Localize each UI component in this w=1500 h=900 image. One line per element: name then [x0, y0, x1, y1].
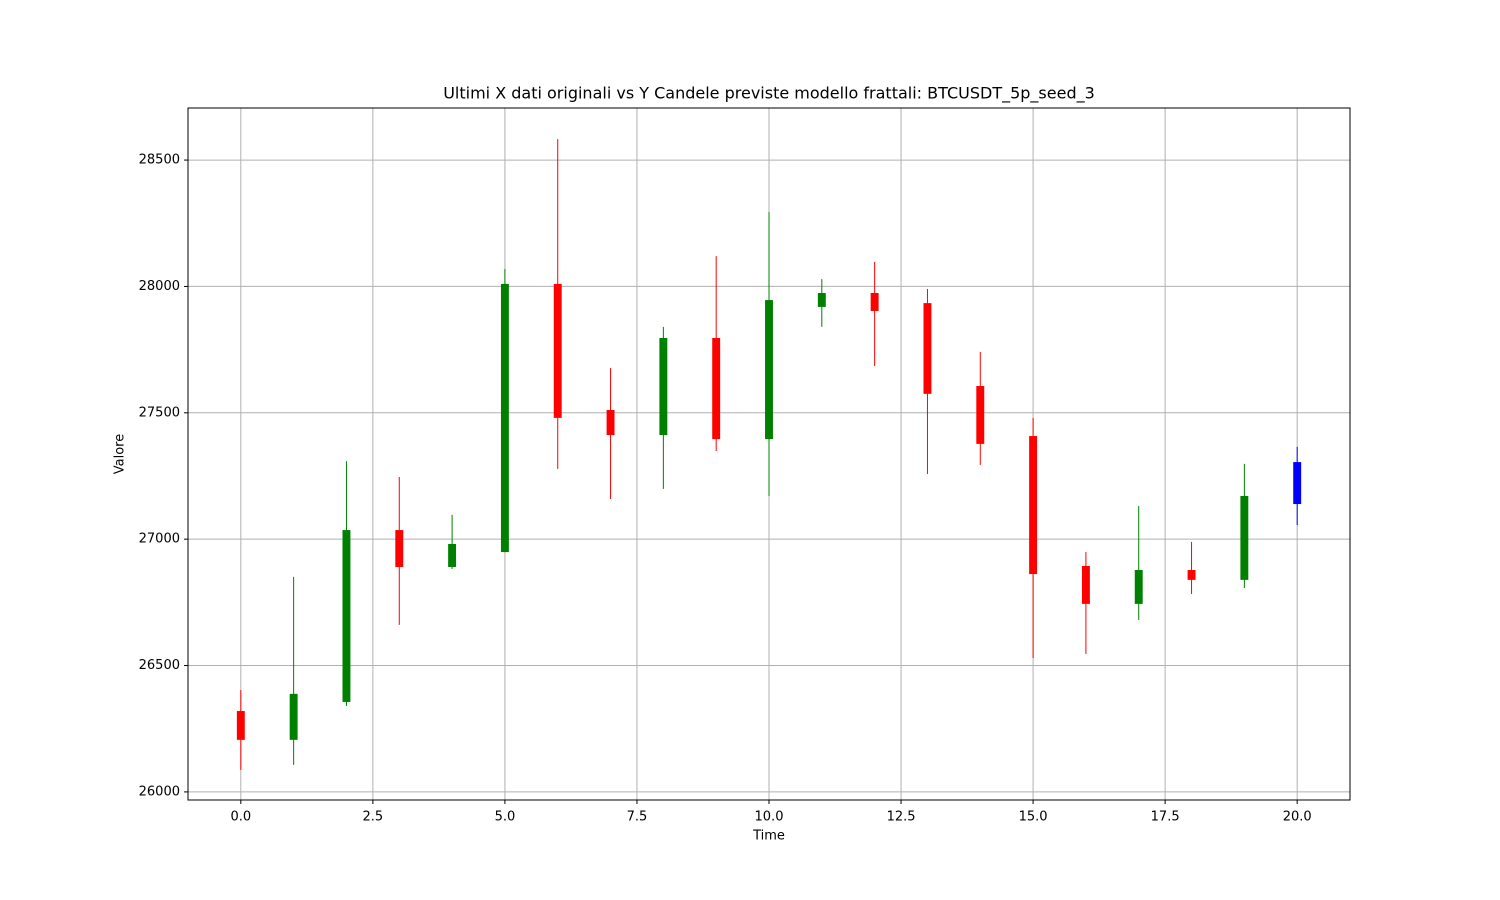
y-tick-label: 26500 — [139, 658, 180, 673]
candle-body — [448, 543, 457, 567]
candle-body — [553, 283, 562, 418]
candle-body — [976, 386, 985, 444]
y-tick-label: 28000 — [139, 279, 180, 294]
x-tick-label: 7.5 — [627, 810, 648, 825]
x-tick-label: 5.0 — [495, 810, 516, 825]
candle-body — [712, 337, 721, 440]
x-axis-label: Time — [752, 829, 785, 844]
x-tick-label: 15.0 — [1019, 810, 1048, 825]
candle-body — [606, 410, 615, 436]
x-tick-label: 10.0 — [755, 810, 784, 825]
x-tick-label: 12.5 — [887, 810, 916, 825]
chart-title: Ultimi X dati originali vs Y Candele pre… — [443, 84, 1095, 104]
candle-body — [923, 303, 932, 394]
y-tick-label: 28500 — [139, 153, 180, 168]
candle-body — [659, 337, 668, 436]
candle-body — [1081, 565, 1090, 604]
candle-body — [1240, 495, 1249, 580]
y-tick-label: 27500 — [139, 405, 180, 420]
plot-frame — [187, 107, 1351, 801]
candle-body — [765, 300, 773, 440]
candle-body — [1187, 570, 1196, 580]
y-tick-label: 27000 — [139, 532, 180, 547]
candle-body — [289, 693, 298, 740]
candle-body — [1029, 436, 1038, 575]
candle-body — [870, 293, 879, 311]
candle-body — [395, 530, 404, 567]
candle-body — [236, 711, 245, 740]
candle-body — [1293, 462, 1302, 505]
candle-body — [500, 283, 509, 553]
x-tick-label: 20.0 — [1283, 810, 1312, 825]
x-tick-label: 2.5 — [363, 810, 384, 825]
y-tick-label: 26000 — [139, 784, 180, 799]
x-tick-label: 0.0 — [230, 810, 251, 825]
candle-body — [1134, 570, 1143, 604]
y-axis-label: Valore — [113, 434, 128, 474]
x-tick-label: 17.5 — [1151, 810, 1180, 825]
candle-body — [342, 530, 351, 702]
candle-body — [817, 293, 826, 307]
